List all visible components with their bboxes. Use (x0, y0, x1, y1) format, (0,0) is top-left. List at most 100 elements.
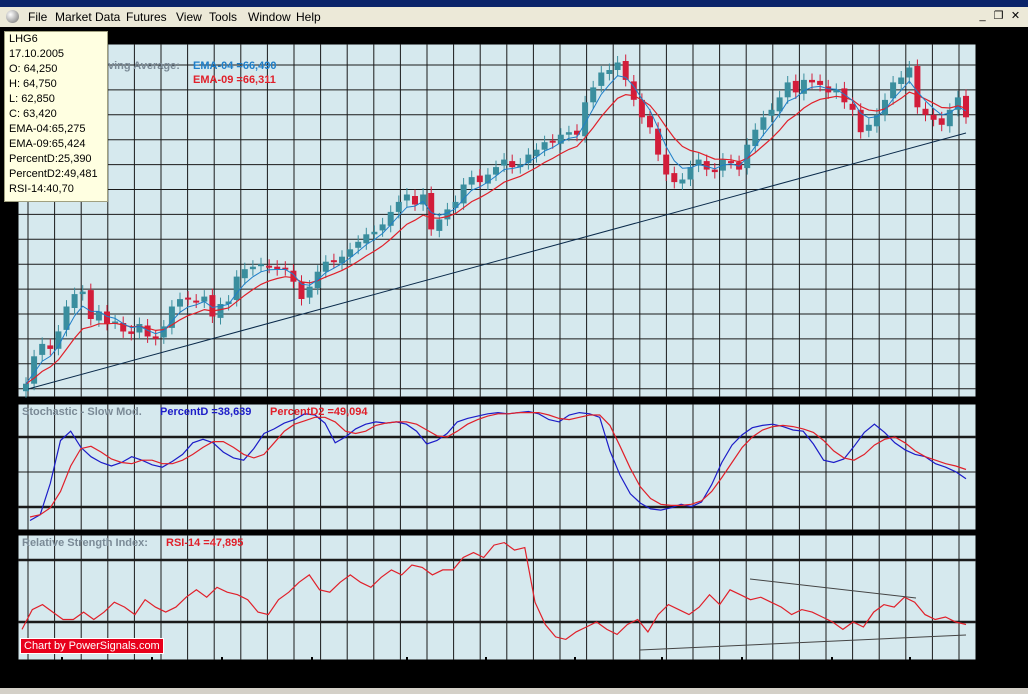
x-tick: øíj (657, 668, 670, 680)
candle-body (963, 95, 969, 118)
candle-body (630, 81, 637, 100)
credit-badge[interactable]: Chart by PowerSignals.com (20, 638, 164, 654)
candle-body (695, 159, 702, 166)
candle-body (914, 66, 921, 108)
menu-window[interactable]: Window (248, 10, 291, 24)
minimize-button[interactable]: _ (979, 10, 986, 22)
candle-body (436, 219, 443, 231)
close-button[interactable]: ✕ (1010, 10, 1021, 22)
ema9-line (25, 91, 967, 385)
candle-body (565, 132, 572, 135)
price-tick: 57,000 (978, 332, 1012, 344)
candle-body (444, 209, 451, 220)
candle-body (136, 324, 143, 333)
x-tick: srp (305, 668, 323, 680)
candle-body (95, 311, 102, 321)
candle-body (509, 161, 516, 168)
candle-body (420, 194, 427, 205)
candle-body (784, 82, 791, 98)
candles (23, 54, 969, 398)
candle-body (776, 97, 783, 112)
candle-body (63, 306, 70, 330)
tooltip-ema9: EMA-09:65,424 (9, 138, 86, 150)
rsi-panel-title: Relative Strength Index: (22, 537, 148, 549)
tooltip-percentd2: PercentD2:49,481 (9, 168, 98, 180)
ema4-line (25, 75, 967, 384)
price-tick: 60,000 (978, 257, 1012, 269)
rsi-trendline-upper (749, 578, 917, 599)
candle-body (557, 134, 564, 144)
menu-market-data[interactable]: Market Data (55, 10, 121, 24)
stoch-tick: 50,000 (978, 465, 1012, 477)
restore-button[interactable]: ❐ (993, 10, 1004, 22)
candle-body (525, 154, 532, 164)
menu-file[interactable]: File (28, 10, 48, 24)
candle-body (152, 336, 159, 339)
candle-body (185, 297, 192, 300)
candle-body (663, 154, 670, 175)
rsi-line (21, 541, 967, 641)
candle-body (55, 331, 62, 349)
menu-view[interactable]: View (176, 10, 202, 24)
candle-body (87, 290, 94, 319)
candle-body (882, 99, 888, 115)
rsi-label: RSI-14 =47,895 (166, 537, 244, 549)
candle-body (79, 291, 86, 295)
candle-body (193, 300, 200, 303)
candle-body (47, 345, 54, 349)
candle-body (582, 102, 589, 137)
candle-body (825, 86, 832, 93)
candle-body (614, 62, 621, 70)
candle-body (387, 211, 394, 226)
candle-body (768, 109, 775, 116)
candle-body (177, 299, 183, 307)
candle-body (760, 117, 767, 130)
status-bar (0, 688, 1028, 694)
x-tick: èer (145, 668, 162, 680)
candle-body (23, 383, 29, 392)
percentd-label: PercentD =38,639 (160, 406, 252, 418)
candle-body (622, 61, 629, 80)
candle-body (638, 99, 645, 118)
menu-futures[interactable]: Futures (126, 10, 167, 24)
rsi-tick: 50 (978, 615, 991, 627)
candle-body (395, 201, 402, 212)
menu-help[interactable]: Help (296, 10, 321, 24)
candle-body (249, 266, 256, 270)
tooltip-high: H: 64,750 (9, 78, 57, 90)
price-tick: 61,000 (978, 232, 1012, 244)
tooltip-low: L: 62,850 (9, 93, 55, 105)
menu-tools[interactable]: Tools (209, 10, 238, 24)
price-trendline (27, 132, 967, 390)
price-tick: 68,000 (978, 58, 1012, 70)
tooltip-ema4: EMA-04:65,275 (9, 123, 86, 135)
candle-body (703, 161, 710, 170)
candle-body (865, 124, 872, 131)
price-tick: 62,000 (978, 207, 1012, 219)
percentd2-label: PercentD2 =49,094 (270, 406, 368, 418)
candle-body (744, 144, 751, 169)
candle-body (792, 80, 799, 93)
candle-body (306, 286, 313, 298)
title-bar (0, 0, 1028, 7)
candle-body (460, 184, 467, 204)
candle-body (225, 301, 232, 304)
stoch-panel-bg (17, 403, 977, 531)
candle-body (168, 306, 175, 328)
candle-body (809, 79, 815, 83)
candle-body (857, 109, 864, 133)
candle-body (679, 179, 686, 184)
price-tick: 59,000 (978, 282, 1012, 294)
app-icon[interactable] (6, 10, 19, 23)
candle-body (930, 114, 937, 120)
candle-body (412, 196, 418, 205)
price-tick: 66,000 (978, 108, 1012, 120)
tooltip-close: C: 63,420 (9, 108, 57, 120)
candle-body (841, 88, 848, 103)
price-tick: 65,000 (978, 133, 1012, 145)
candle-body (647, 115, 653, 128)
tooltip-rsi: RSI-14:40,70 (9, 183, 74, 195)
candle-body (833, 89, 840, 93)
candle-body (493, 167, 499, 175)
